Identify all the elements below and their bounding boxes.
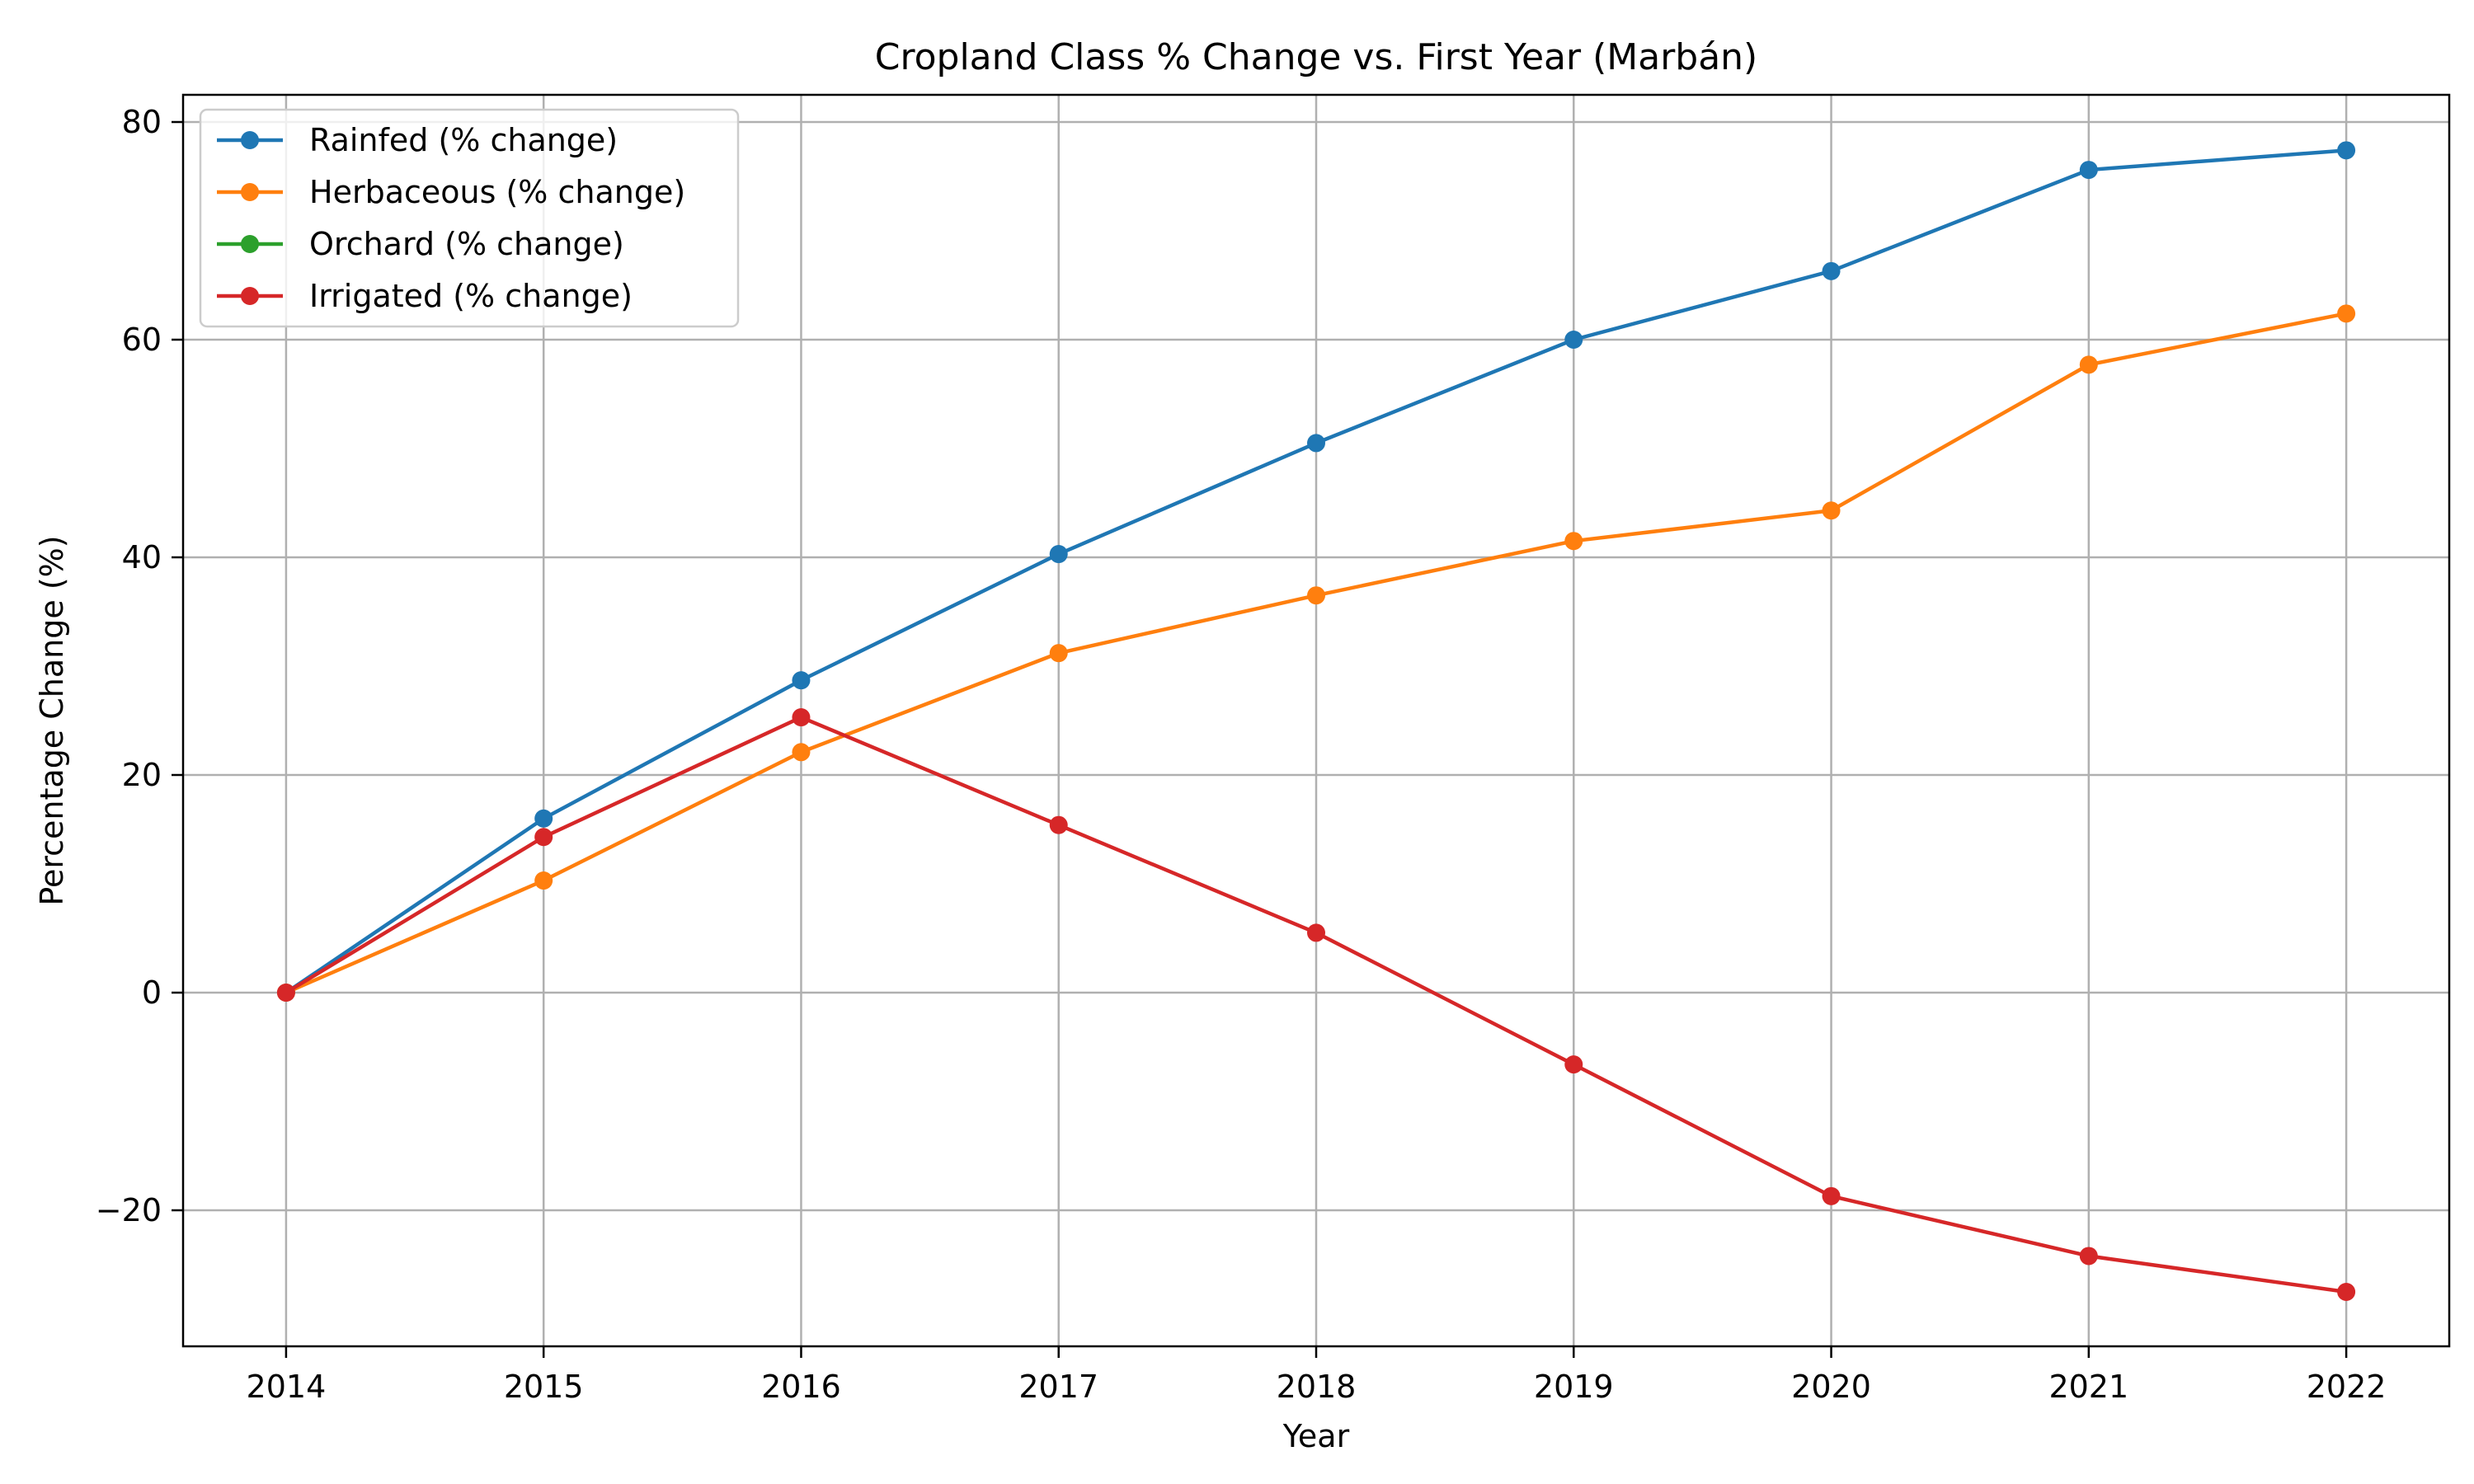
y-tick-label: 20 bbox=[122, 757, 162, 793]
x-tick-label: 2021 bbox=[2048, 1369, 2128, 1405]
legend-label: Irrigated (% change) bbox=[309, 278, 633, 314]
data-point-marker bbox=[1307, 586, 1325, 605]
legend-marker bbox=[241, 235, 259, 253]
data-point-marker bbox=[1822, 501, 1841, 520]
x-tick-label: 2017 bbox=[1018, 1369, 1098, 1405]
data-point-marker bbox=[792, 708, 811, 727]
data-point-marker bbox=[1049, 815, 1068, 834]
y-tick-label: 0 bbox=[142, 974, 162, 1011]
grid bbox=[183, 95, 2449, 1346]
data-point-marker bbox=[276, 984, 295, 1002]
legend-label: Rainfed (% change) bbox=[309, 122, 618, 158]
legend-marker bbox=[241, 287, 259, 305]
x-tick-label: 2020 bbox=[1791, 1369, 1871, 1405]
data-point-marker bbox=[792, 671, 811, 690]
data-point-marker bbox=[1564, 331, 1583, 349]
data-point-marker bbox=[1564, 1055, 1583, 1074]
x-axis-label: Year bbox=[1282, 1418, 1350, 1454]
y-tick-label: 60 bbox=[122, 322, 162, 358]
data-point-marker bbox=[792, 743, 811, 762]
legend-marker bbox=[241, 183, 259, 201]
data-point-marker bbox=[1307, 923, 1325, 942]
data-point-marker bbox=[2079, 1247, 2098, 1266]
data-point-marker bbox=[1822, 1186, 1841, 1205]
data-point-marker bbox=[2079, 355, 2098, 374]
y-axis-label: Percentage Change (%) bbox=[34, 535, 70, 905]
data-point-marker bbox=[534, 828, 553, 847]
x-tick-label: 2015 bbox=[504, 1369, 584, 1405]
x-tick-label: 2016 bbox=[761, 1369, 841, 1405]
data-point-marker bbox=[1822, 261, 1841, 280]
y-tick-label: 40 bbox=[122, 539, 162, 575]
y-tick-label: −20 bbox=[96, 1192, 162, 1228]
legend: Rainfed (% change) Herbaceous (% change) O… bbox=[199, 108, 740, 328]
chart-title: Cropland Class % Change vs. First Year (… bbox=[875, 36, 1757, 78]
data-point-marker bbox=[2337, 304, 2356, 323]
data-point-marker bbox=[1307, 434, 1325, 453]
x-tick-label: 2019 bbox=[1534, 1369, 1614, 1405]
data-point-marker bbox=[534, 809, 553, 828]
legend-marker bbox=[241, 131, 259, 149]
legend-label: Herbaceous (% change) bbox=[309, 174, 685, 210]
data-point-marker bbox=[1564, 532, 1583, 551]
x-tick-label: 2022 bbox=[2307, 1369, 2387, 1405]
legend-label: Orchard (% change) bbox=[309, 226, 624, 262]
data-point-marker bbox=[1049, 545, 1068, 564]
x-tick-label: 2018 bbox=[1277, 1369, 1357, 1405]
series-group bbox=[276, 141, 2356, 1301]
legend-box bbox=[199, 108, 740, 328]
x-tick-label: 2014 bbox=[247, 1369, 327, 1405]
data-point-marker bbox=[2337, 1283, 2356, 1301]
axis-ticks: 2014 2015 2016 2017 2018 2019 2020 2021 2022 −20 0… bbox=[96, 104, 2387, 1405]
data-point-marker bbox=[2337, 141, 2356, 160]
data-point-marker bbox=[534, 871, 553, 890]
data-point-marker bbox=[1049, 644, 1068, 663]
y-tick-label: 80 bbox=[122, 104, 162, 140]
data-point-marker bbox=[2079, 161, 2098, 180]
